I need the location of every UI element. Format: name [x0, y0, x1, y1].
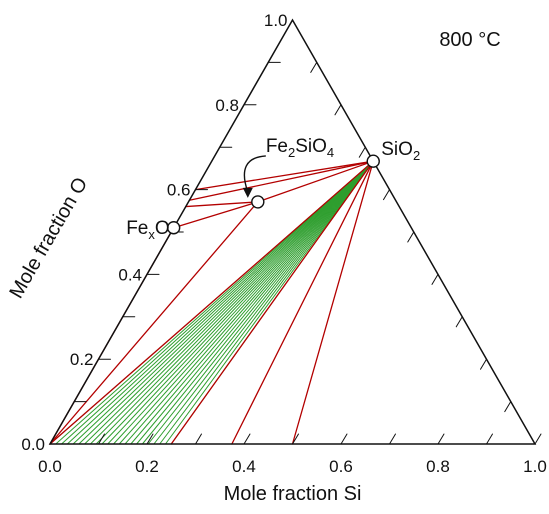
corner-tick: [534, 433, 542, 445]
phase-marker: [366, 154, 380, 168]
left-tick-label: 0.0: [21, 435, 45, 454]
red-tieline: [170, 160, 374, 445]
right-tick: [480, 358, 487, 370]
bottom-tick: [292, 433, 299, 445]
right-tick: [504, 401, 512, 413]
phase-label-part: SiO: [381, 139, 413, 160]
left-tick-label: 0.8: [215, 96, 239, 115]
green-tieline: [164, 160, 374, 445]
phase-label-part: SiO: [295, 136, 327, 157]
bottom-tick: [389, 433, 396, 445]
right-tick: [383, 189, 390, 201]
left-axis-label: Mole fraction O: [5, 174, 92, 302]
phase-label: FexO: [126, 218, 169, 242]
temperature-label: 800 °C: [439, 29, 500, 51]
red-tieline: [185, 201, 259, 208]
phase-arrow: [243, 155, 266, 193]
green-tieline: [95, 160, 374, 445]
bottom-tick-label: 0.6: [329, 457, 353, 476]
green-tieline: [66, 160, 374, 445]
bottom-tick: [146, 433, 154, 445]
right-tick: [334, 104, 342, 116]
phase-label-subscript: 2: [413, 148, 420, 163]
bottom-tick: [195, 433, 202, 445]
bottom-tick: [340, 433, 348, 445]
green-tieline: [101, 160, 374, 445]
green-tieline: [72, 160, 374, 445]
phase-label-subscript: x: [148, 227, 155, 242]
green-tieline: [107, 160, 374, 445]
phase-label: SiO2: [381, 139, 420, 163]
phase-label-subscript: 2: [288, 145, 295, 160]
bottom-axis-label: Mole fraction Si: [224, 483, 362, 505]
red-tieline: [49, 201, 259, 445]
green-tieline: [61, 160, 374, 445]
red-tieline: [257, 160, 374, 203]
green-tieline: [159, 160, 374, 445]
phase-label-part: Fe: [126, 218, 148, 239]
right-tick: [407, 231, 415, 243]
bottom-tick-label: 0.2: [135, 457, 159, 476]
left-tick-label: 0.2: [70, 350, 94, 369]
bottom-tick: [437, 433, 445, 445]
phase-marker: [251, 195, 265, 209]
bottom-tick-label: 0.4: [232, 457, 256, 476]
green-tieline: [136, 160, 374, 445]
phase-arrowhead: [242, 187, 253, 198]
green-tieline: [84, 160, 374, 445]
tick-labels: 0.0 0.2 0.4 0.6 0.8 1.0 0.0 0.2 0.4 0.6 0.8 1.0: [21, 11, 546, 476]
green-tieline: [153, 160, 374, 445]
right-tick: [455, 316, 463, 328]
bottom-tick-label: 0.0: [38, 457, 62, 476]
phase-label: Fe2SiO4: [266, 136, 334, 160]
right-tick: [431, 273, 439, 285]
left-tick-label: 1.0: [264, 11, 288, 30]
red-tieline: [188, 160, 374, 201]
red-tieline: [173, 201, 259, 229]
green-tieline: [113, 160, 374, 445]
right-tick: [310, 61, 318, 73]
bottom-tick: [243, 433, 251, 445]
left-tick-label: 0.6: [167, 181, 191, 200]
phase-label-subscript: 4: [327, 145, 334, 160]
green-tieline: [89, 160, 374, 445]
green-tieline: [141, 160, 374, 445]
red-tieline: [49, 160, 374, 445]
red-tielines: [49, 160, 374, 445]
phase-label-part: Fe: [266, 136, 288, 157]
left-tick-label: 0.4: [118, 265, 142, 284]
bottom-tick-label: 0.8: [426, 457, 450, 476]
tick-marks: [49, 61, 542, 445]
right-tick: [358, 146, 366, 158]
bottom-tick: [486, 433, 493, 445]
phase-label-part: O: [155, 218, 170, 239]
green-tieline: [147, 160, 374, 445]
bottom-tick-label: 1.0: [523, 457, 547, 476]
phase-marker: [166, 221, 181, 235]
red-tieline: [291, 160, 374, 445]
green-tieline: [118, 160, 374, 445]
red-tieline: [194, 160, 374, 191]
green-tieline: [124, 160, 374, 445]
red-tieline: [231, 160, 374, 445]
green-tieline: [130, 160, 374, 445]
green-tieline: [78, 160, 374, 445]
bottom-tick: [98, 433, 105, 445]
